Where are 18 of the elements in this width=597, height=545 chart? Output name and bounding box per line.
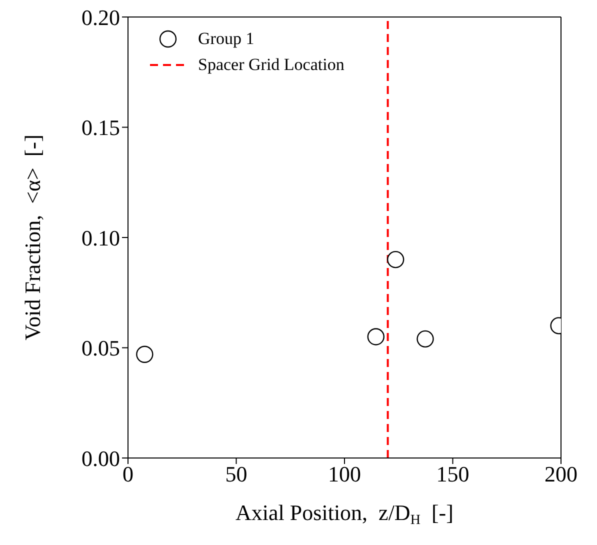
y-tick-label: 0.20 [82, 4, 120, 30]
x-tick-label: 150 [436, 462, 470, 487]
y-tick-label: 0.15 [82, 115, 120, 140]
legend-label: Group 1 [198, 29, 254, 49]
x-tick-label: 0 [122, 462, 134, 487]
y-tick-label: 0.00 [82, 446, 120, 471]
x-tick-label: 100 [328, 462, 361, 487]
y-tick-label: 0.05 [82, 336, 120, 361]
point [136, 346, 154, 363]
point [367, 328, 384, 346]
point [386, 250, 404, 268]
x-axis-title: Axial Position, z/D$_{H}$ [-] [236, 500, 454, 528]
y-axis-title: Void Fraction, <α> [-] [20, 134, 45, 340]
ref-line-label: Spacer Grid Location [198, 55, 344, 75]
y-tick-label: 0.10 [82, 225, 120, 250]
point [416, 330, 434, 348]
x-tick-label: 200 [544, 462, 578, 487]
x-tick-label: 50 [225, 462, 248, 487]
